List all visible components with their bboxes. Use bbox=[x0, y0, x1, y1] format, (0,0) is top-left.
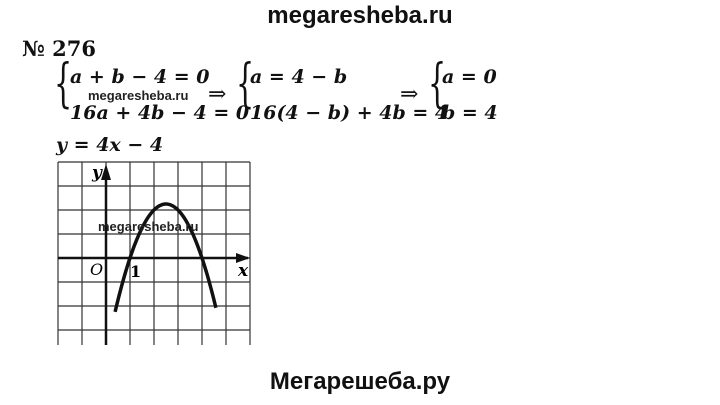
system1-line2: 16a + 4b − 4 = 0 bbox=[70, 102, 250, 124]
graph-watermark: megaresheba.ru bbox=[98, 219, 198, 234]
grid bbox=[57, 161, 251, 345]
system3-line2: b = 4 bbox=[442, 102, 498, 124]
brace-3: { bbox=[428, 54, 447, 114]
y-axis-label: y bbox=[91, 163, 103, 183]
x-axis-label: x bbox=[237, 261, 249, 281]
site-footer: Мегарешеба.ру bbox=[269, 368, 451, 395]
problem-number: № 276 bbox=[22, 36, 96, 61]
function-formula: y = 4x − 4 bbox=[56, 134, 164, 156]
unit-label: 1 bbox=[130, 262, 141, 281]
system3-line1: a = 0 bbox=[442, 66, 497, 88]
system1-line1: a + b − 4 = 0 bbox=[70, 66, 210, 88]
y-axis-arrow-icon bbox=[101, 164, 111, 180]
watermark: megaresheba.ru bbox=[88, 88, 189, 103]
brace-2: { bbox=[236, 54, 255, 114]
parabola-curve bbox=[113, 202, 218, 313]
x-axis-arrow-icon bbox=[236, 253, 250, 263]
system2-line1: a = 4 − b bbox=[250, 66, 348, 88]
origin-label: O bbox=[90, 260, 103, 279]
system2-line2: 16(4 − b) + 4b = 4 bbox=[250, 102, 449, 124]
implies-arrow-1: ⇒ bbox=[208, 82, 227, 107]
site-header: megaresheba.ru bbox=[267, 2, 453, 29]
implies-arrow-2: ⇒ bbox=[400, 82, 419, 107]
brace-1: { bbox=[54, 54, 73, 114]
